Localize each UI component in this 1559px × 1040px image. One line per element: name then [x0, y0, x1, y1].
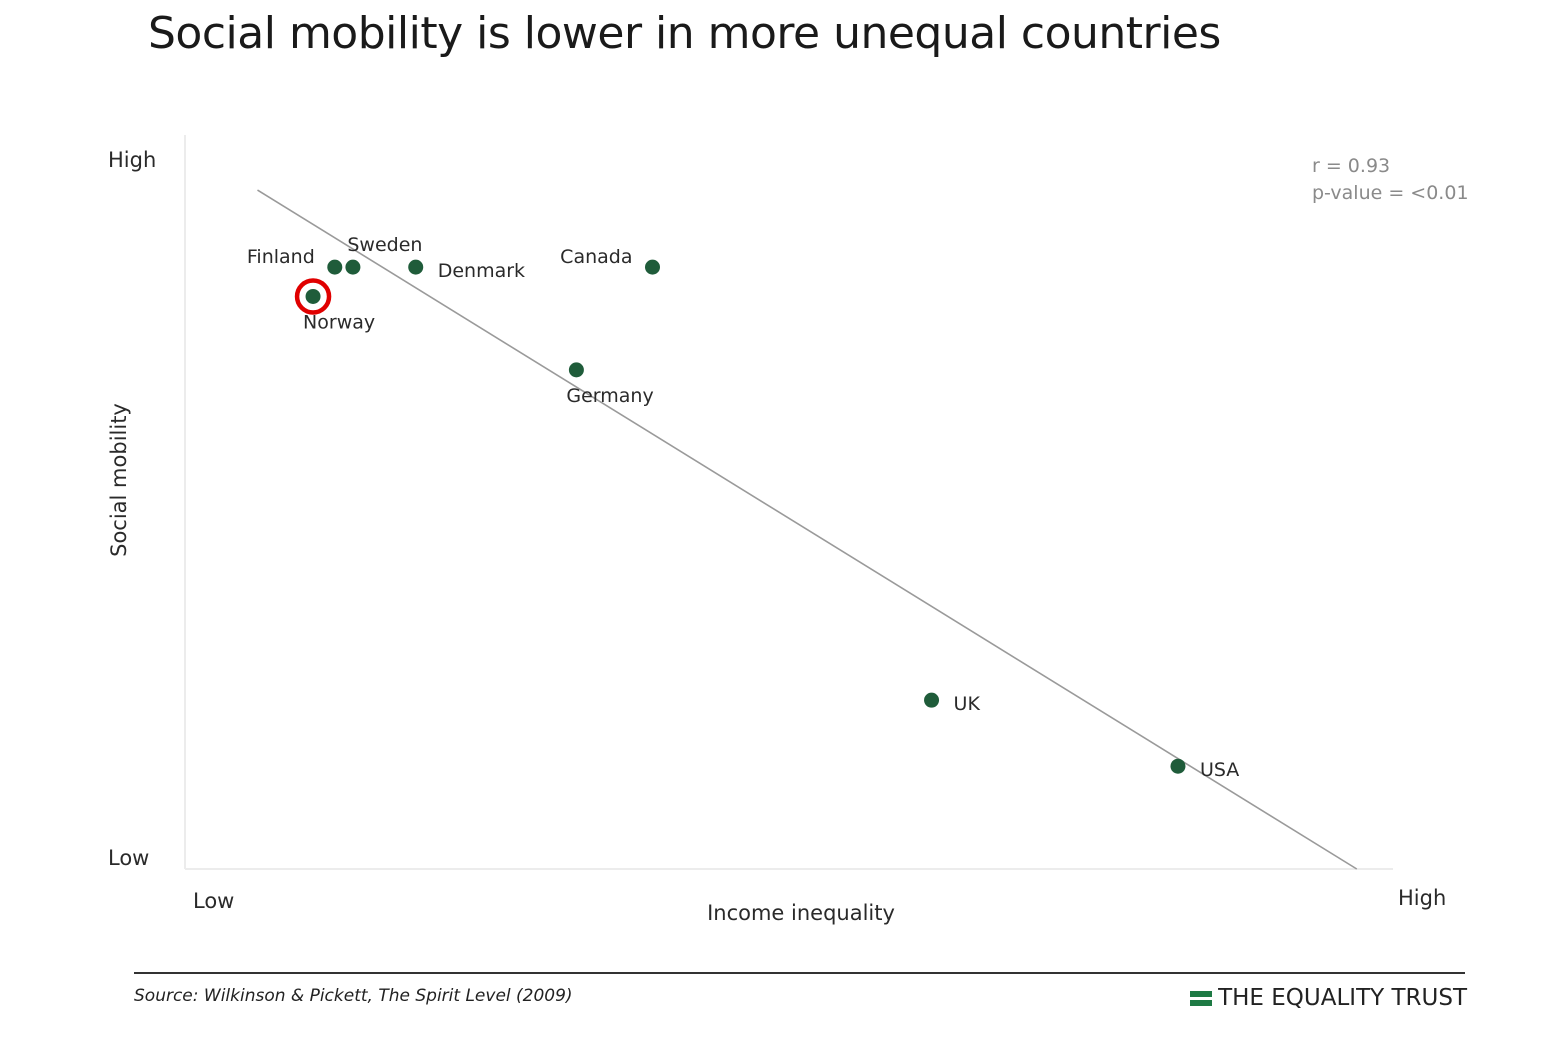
- highlight-ring-norway: [294, 278, 332, 315]
- point-uk: [924, 692, 940, 708]
- brand-name: THE EQUALITY TRUST: [1218, 985, 1467, 1011]
- point-denmark: [408, 259, 424, 275]
- chart-title: Social mobility is lower in more unequal…: [148, 8, 1221, 59]
- x-axis-title: Income inequality: [707, 901, 895, 925]
- point-sweden: [345, 259, 361, 275]
- y-axis-title: Social mobility: [107, 403, 131, 557]
- source-note: Source: Wilkinson & Pickett, The Spirit …: [134, 986, 573, 1006]
- point-usa: [1170, 758, 1186, 774]
- point-canada: [644, 259, 660, 275]
- x-tick-high: High: [1398, 886, 1446, 910]
- brand-logo: THE EQUALITY TRUST: [1190, 985, 1467, 1011]
- label-denmark: Denmark: [438, 260, 525, 282]
- label-uk: UK: [954, 693, 981, 715]
- label-canada: Canada: [560, 246, 632, 268]
- y-tick-low: Low: [108, 846, 149, 870]
- source-divider: [134, 972, 1465, 974]
- x-tick-low: Low: [193, 889, 234, 913]
- point-germany: [568, 362, 584, 378]
- y-tick-high: High: [108, 148, 156, 172]
- label-germany: Germany: [566, 385, 653, 407]
- label-usa: USA: [1200, 759, 1239, 781]
- stats-annotation-0: r = 0.93: [1312, 155, 1390, 177]
- point-norway: [305, 288, 321, 304]
- label-norway: Norway: [303, 311, 375, 333]
- trend-line: [257, 189, 1358, 870]
- equality-trust-logo-icon: [1190, 990, 1213, 1006]
- point-finland: [327, 259, 343, 275]
- stats-annotation-1: p-value = <0.01: [1312, 182, 1469, 204]
- label-sweden: Sweden: [347, 234, 422, 256]
- label-finland: Finland: [247, 246, 315, 268]
